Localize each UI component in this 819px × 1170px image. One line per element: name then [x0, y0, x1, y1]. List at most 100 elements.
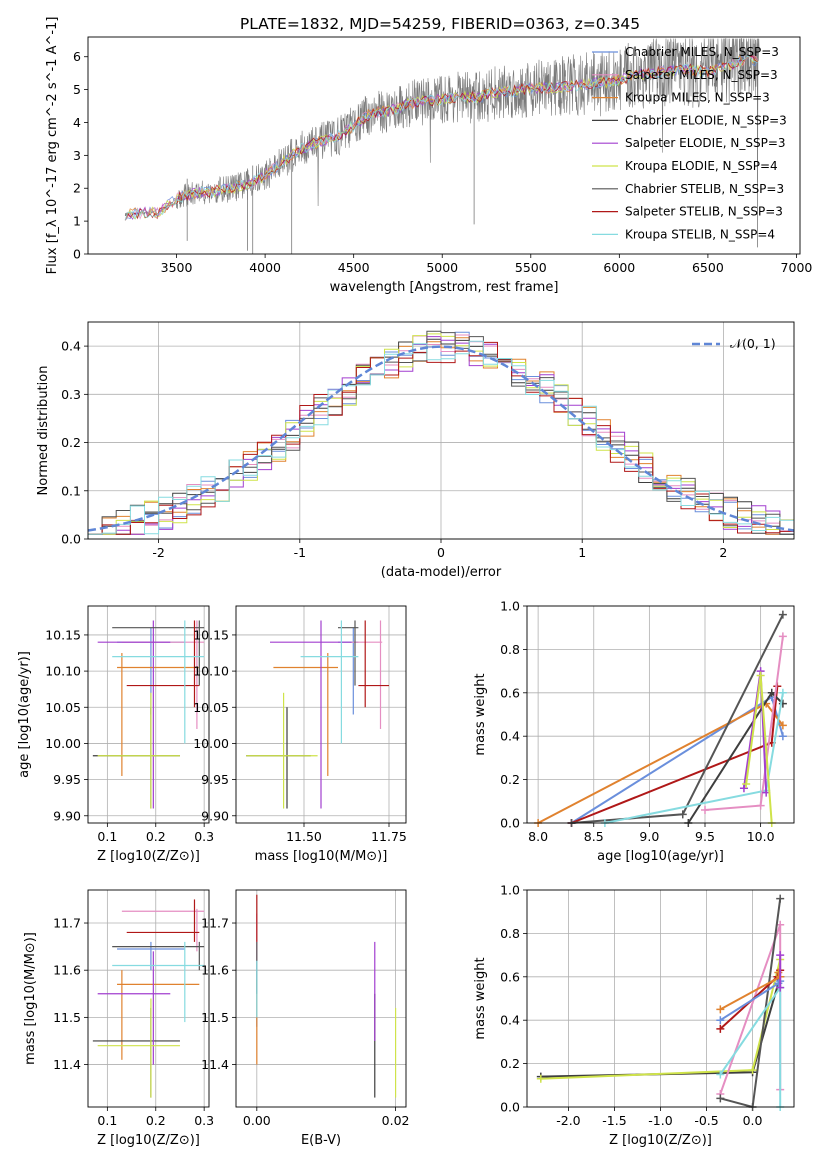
- y-tick-label: 0.2: [500, 1056, 520, 1071]
- x-tick-label: -0.5: [694, 1113, 718, 1128]
- x-tick-label: 0.0: [743, 1113, 763, 1128]
- weight-marker: [778, 632, 787, 641]
- x-tick-label: 8.0: [528, 829, 548, 844]
- normal-curve: [87, 345, 795, 532]
- age-vs-Z-frame: [87, 605, 210, 824]
- y-tick-label: 11.6: [201, 963, 229, 978]
- x-tick-label: 5500: [515, 260, 547, 275]
- x-axis-label: mass [log10(M/M⊙)]: [255, 849, 388, 864]
- weight-marker: [716, 1024, 725, 1033]
- y-axis-label: mass weight: [473, 673, 488, 755]
- x-tick-label: 9.5: [695, 829, 715, 844]
- x-axis-label: E(B-V): [301, 1133, 341, 1148]
- x-tick-label: 0.02: [382, 1113, 410, 1128]
- weight-marker: [742, 779, 751, 788]
- x-tick-label: 0.3: [194, 1113, 214, 1128]
- y-tick-label: 10.05: [193, 700, 229, 715]
- x-tick-label: 6500: [692, 260, 724, 275]
- figure-title: PLATE=1832, MJD=54259, FIBERID=0363, z=0…: [240, 15, 640, 33]
- y-tick-label: 0.3: [61, 387, 81, 402]
- y-tick-label: 0.1: [61, 483, 81, 498]
- y-tick-label: 11.4: [53, 1057, 81, 1072]
- x-tick-label: -1.5: [602, 1113, 626, 1128]
- y-tick-label: 1.0: [500, 883, 520, 898]
- weight-line: [719, 972, 782, 1011]
- y-tick-label: 6: [73, 49, 81, 64]
- x-tick-label: 1: [578, 545, 586, 560]
- weight-marker: [776, 983, 785, 992]
- data-spectrum-line: [124, 38, 760, 218]
- mass-vs-Z-plot: [92, 899, 205, 1098]
- y-tick-label: 10.10: [45, 664, 81, 679]
- x-tick-label: 10.0: [747, 829, 775, 844]
- weight-marker: [778, 721, 787, 730]
- x-tick-label: -2: [152, 545, 164, 560]
- weight-marker: [536, 1074, 545, 1083]
- age-vs-Z-axes: 0.1 0.2 0.3 9.90 9.95 10.00 10.05 10.10 10.15 Z […: [17, 606, 214, 864]
- weight-vs-age-axes: 8.0 8.5 9.0 9.5 10.0 0.0 0.2 0.4 0.6 0.8 1.0 age [l…: [473, 599, 794, 864]
- residuals-plot: [87, 330, 795, 539]
- x-tick-label: 0.1: [97, 1113, 117, 1128]
- x-tick-label: -1.0: [648, 1113, 672, 1128]
- age-vs-mass-axes: 11.50 11.75 9.90 9.95 10.00 10.05 10.10 10.15 ma…: [193, 606, 407, 864]
- y-tick-label: 10.10: [193, 664, 229, 679]
- y-tick-label: 9.95: [201, 772, 229, 787]
- y-tick-label: 10.05: [45, 700, 81, 715]
- weight-line: [570, 695, 784, 824]
- y-tick-label: 0.6: [500, 969, 520, 984]
- weight-marker: [739, 784, 748, 793]
- y-axis-label: Normed distribution: [36, 366, 51, 496]
- mass-vs-EBV-frame: [235, 889, 407, 1108]
- age-vs-mass-plot: [246, 620, 389, 809]
- x-tick-label: 0.2: [146, 1113, 166, 1128]
- weight-vs-Z-frame: [526, 889, 795, 1108]
- legend-entry: Salpeter MILES, N_SSP=3: [625, 68, 778, 82]
- y-tick-label: 11.5: [201, 1010, 229, 1025]
- x-tick-label: 3500: [161, 260, 193, 275]
- weight-marker: [756, 801, 765, 810]
- y-tick-label: 11.5: [53, 1010, 81, 1025]
- mass-vs-EBV-axes: 0.00 0.02 11.4 11.5 11.6 11.7 E(B-V): [201, 890, 410, 1148]
- x-tick-label: 0.00: [243, 1113, 271, 1128]
- weight-vs-Z-axes: -2.0 -1.5 -1.0 -0.5 0.0 0.0 0.2 0.4 0.6 0.8 1.0 Z […: [473, 883, 794, 1148]
- y-tick-label: 0.2: [500, 772, 520, 787]
- histogram-step: [87, 336, 794, 539]
- y-tick-label: 9.95: [53, 772, 81, 787]
- x-tick-label: -2.0: [556, 1113, 580, 1128]
- x-tick-label: 8.5: [584, 829, 604, 844]
- x-tick-label: 0: [437, 545, 445, 560]
- y-tick-label: 10.00: [45, 736, 81, 751]
- x-tick-label: 0.3: [194, 829, 214, 844]
- x-tick-label: 11.50: [286, 829, 322, 844]
- legend-entry: Chabrier STELIB, N_SSP=3: [625, 182, 784, 196]
- y-tick-label: 11.4: [201, 1057, 229, 1072]
- y-tick-label: 0.4: [61, 339, 81, 354]
- x-tick-label: -1: [294, 545, 306, 560]
- weight-marker: [778, 610, 787, 619]
- y-axis-label: mass weight: [473, 957, 488, 1039]
- x-tick-label: 4000: [249, 260, 281, 275]
- weight-marker: [776, 951, 785, 960]
- spectrum-legend: Chabrier MILES, N_SSP=3 Salpeter MILES, N…: [592, 45, 787, 241]
- y-tick-label: 0.0: [61, 532, 81, 547]
- x-tick-label: 0.1: [97, 829, 117, 844]
- y-axis-label: mass [log10(M/M⊙)]: [23, 932, 38, 1065]
- legend-entry: Salpeter STELIB, N_SSP=3: [625, 205, 783, 219]
- x-tick-label: 5000: [426, 260, 458, 275]
- mass-vs-Z-frame: [87, 889, 210, 1108]
- age-vs-Z-plot: [92, 620, 205, 809]
- spectrum-axes: 3500 4000 4500 5000 5500 6000 6500 7000 0 1 2 3 4 5 6 w…: [45, 17, 812, 295]
- weight-marker: [776, 894, 785, 903]
- x-tick-label: 7000: [781, 260, 813, 275]
- x-tick-label: 2: [719, 545, 727, 560]
- x-tick-label: 6000: [603, 260, 635, 275]
- x-axis-label: (data-model)/error: [381, 565, 502, 580]
- y-tick-label: 0.6: [500, 685, 520, 700]
- y-tick-label: 0.8: [500, 642, 520, 657]
- weight-marker: [678, 810, 687, 819]
- age-vs-mass-frame: [235, 605, 407, 824]
- mass-vs-Z-axes: 0.1 0.2 0.3 11.4 11.5 11.6 11.7 Z [log10(Z/Z⊙)]…: [23, 890, 214, 1148]
- x-tick-label: 4500: [338, 260, 370, 275]
- weight-marker: [716, 1094, 725, 1103]
- x-tick-label: 9.0: [639, 829, 659, 844]
